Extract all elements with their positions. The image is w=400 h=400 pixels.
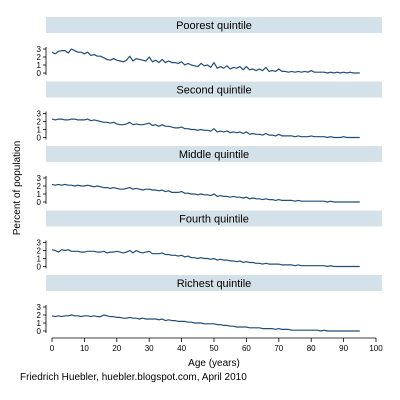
x-tick-label: 100: [369, 344, 383, 353]
panel-strip: [46, 275, 382, 291]
x-tick-label: 60: [242, 344, 251, 353]
series-line: [51, 48, 360, 74]
x-tick-label: 90: [339, 344, 348, 353]
y-tick-label: 1: [37, 255, 42, 264]
x-tick-label: 40: [177, 344, 186, 353]
source-credit: Friedrich Huebler, huebler.blogspot.com,…: [20, 372, 247, 383]
y-tick-label: 1: [37, 61, 42, 70]
y-tick-label: 0: [37, 134, 42, 143]
y-tick-label: 2: [37, 311, 42, 320]
y-tick-label: 2: [37, 247, 42, 256]
series-line: [51, 314, 360, 332]
series-line: [51, 249, 360, 268]
series-line: [51, 183, 360, 203]
y-tick-label: 1: [37, 126, 42, 135]
y-tick-label: 0: [37, 263, 42, 272]
panel-strip: [46, 210, 382, 227]
y-tick-label: 2: [37, 182, 42, 191]
panel-title: Second quintile: [176, 85, 251, 97]
panel-strip: [46, 81, 382, 98]
y-tick-label: 2: [37, 53, 42, 62]
y-tick-label: 0: [37, 198, 42, 207]
panel-title: Middle quintile: [179, 149, 249, 161]
y-tick-label: 3: [37, 174, 42, 183]
y-tick-label: 0: [37, 69, 42, 78]
x-axis: 0 10 20 30 40 50 60 70 80 90 100: [50, 337, 383, 353]
x-tick-label: 10: [80, 344, 89, 353]
panel-strip: [46, 17, 382, 33]
x-tick-label: 80: [307, 344, 316, 353]
panel-title: Richest quintile: [177, 278, 252, 290]
y-tick-label: 3: [37, 110, 42, 119]
y-tick-label: 1: [37, 319, 42, 328]
y-tick-label: 2: [37, 118, 42, 127]
y-tick-label: 3: [37, 239, 42, 248]
y-tick-label: 0: [37, 327, 42, 336]
x-tick-label: 0: [50, 344, 55, 353]
y-axis-label: Percent of population: [12, 141, 23, 236]
y-tick-label: 3: [37, 45, 42, 54]
panel-strip: [46, 146, 382, 162]
panel-title: Fourth quintile: [179, 214, 249, 226]
x-axis-label: Age (years): [188, 358, 240, 369]
x-tick-label: 70: [274, 344, 283, 353]
series-line: [51, 118, 360, 139]
y-tick-label: 1: [37, 190, 42, 199]
y-tick-label: 3: [37, 303, 42, 312]
x-tick-label: 50: [210, 344, 219, 353]
x-tick-label: 30: [145, 344, 154, 353]
panel-title: Poorest quintile: [176, 20, 252, 32]
x-tick-label: 20: [112, 344, 121, 353]
